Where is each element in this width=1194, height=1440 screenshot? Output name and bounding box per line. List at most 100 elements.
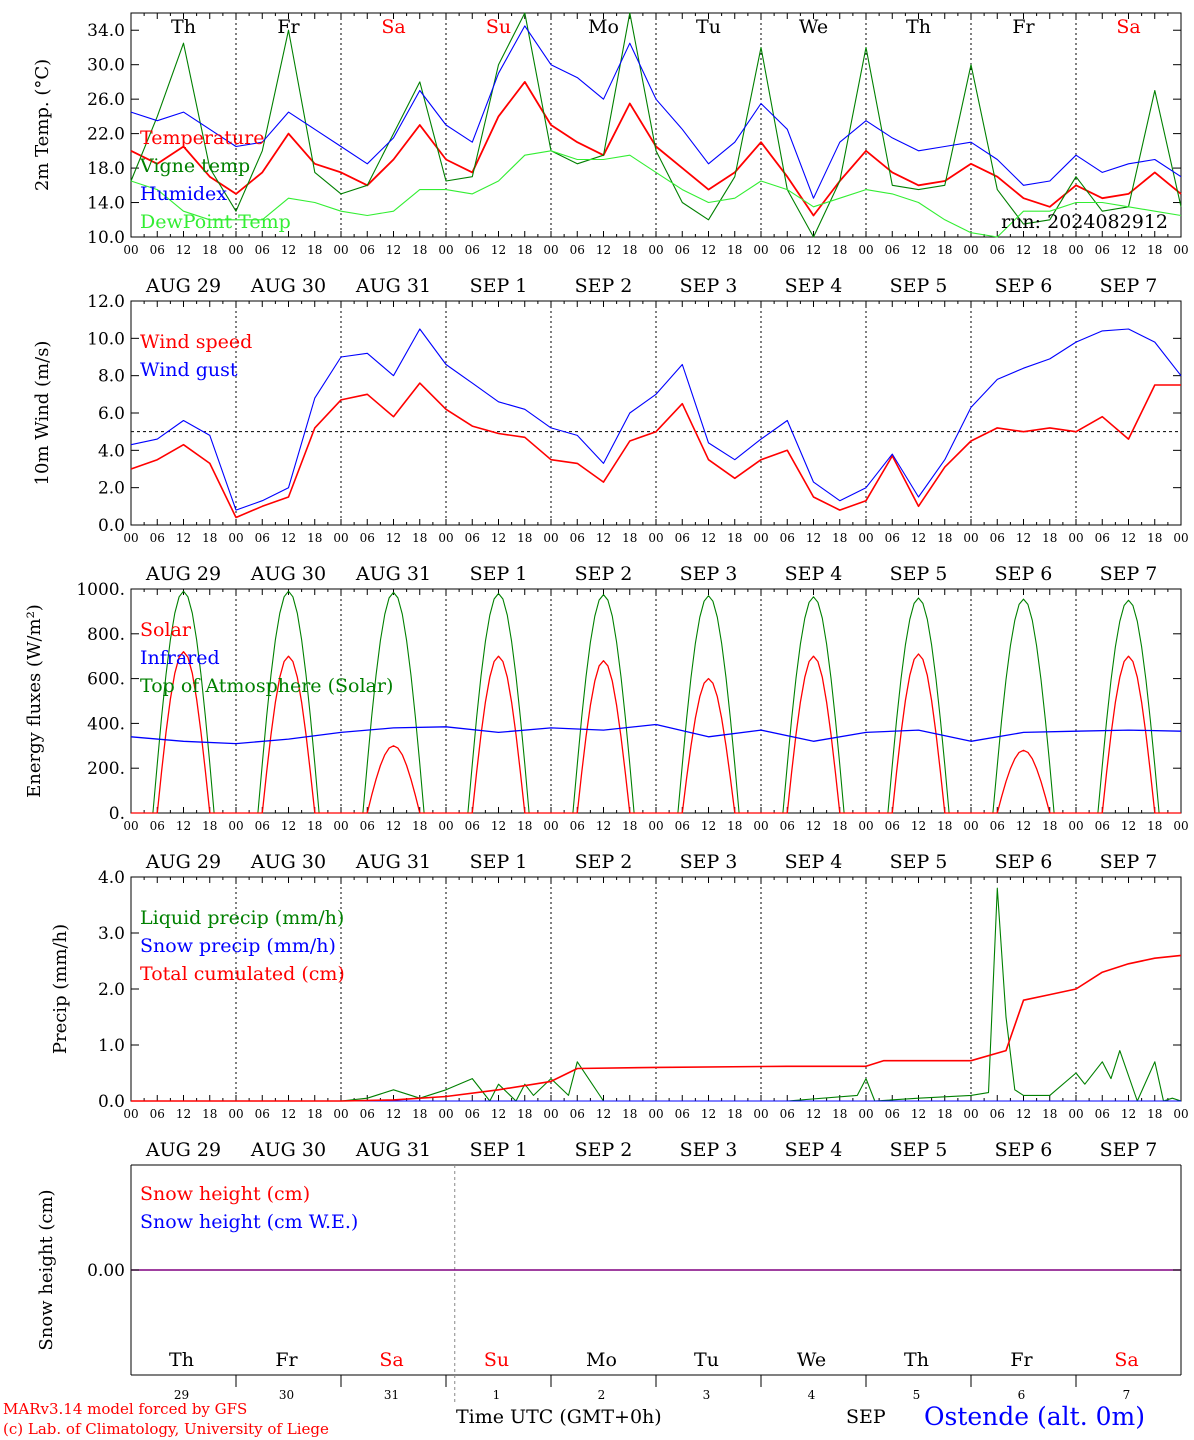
y-axis-label: Precip (mm/h) (50, 924, 71, 1054)
snow-panel: 0.00 Snow height (cm) Snow height (cm) Snow… (36, 1164, 1182, 1405)
day-number-label: 2 (598, 1388, 606, 1402)
hour-tick-label: 18 (727, 1107, 742, 1121)
series-line (130, 12, 1182, 238)
hour-tick-label: 12 (281, 819, 296, 833)
y-tick-label: 2.0 (98, 479, 125, 499)
date-label: AUG 31 (355, 1139, 431, 1161)
date-label: AUG 30 (250, 851, 326, 873)
legend-entry: Humidex (140, 183, 227, 205)
hour-tick-label: 06 (570, 243, 585, 257)
date-label: SEP 2 (575, 563, 633, 585)
series-line (131, 651, 1181, 814)
hour-tick-label: 00 (438, 531, 453, 545)
hour-tick-label: 00 (1173, 1107, 1188, 1121)
date-label: AUG 31 (355, 851, 431, 873)
credit-model: MARv3.14 model forced by GFS (3, 1400, 248, 1418)
hour-tick-label: 12 (701, 531, 716, 545)
hour-tick-label: 00 (228, 531, 243, 545)
hour-tick-label: 06 (675, 1107, 690, 1121)
hour-tick-label: 06 (255, 531, 270, 545)
date-label: SEP 4 (785, 563, 843, 585)
hour-tick-label: 12 (1016, 1107, 1031, 1121)
y-tick-label: 3.0 (98, 924, 125, 944)
hour-tick-label: 00 (543, 243, 558, 257)
y-tick-label: 30.0 (87, 56, 125, 76)
hour-tick-label: 18 (1147, 531, 1162, 545)
date-label: AUG 31 (355, 275, 431, 297)
hour-tick-label: 12 (1121, 243, 1136, 257)
hour-tick-label: 06 (150, 1107, 165, 1121)
hour-tick-label: 12 (281, 531, 296, 545)
hour-tick-label: 18 (937, 531, 952, 545)
hour-tick-label: 06 (360, 531, 375, 545)
hour-tick-label: 18 (307, 819, 322, 833)
date-label: SEP 7 (1100, 563, 1158, 585)
hour-tick-label: 00 (1173, 531, 1188, 545)
hour-tick-label: 18 (517, 243, 532, 257)
y-axis-label: Energy fluxes (W/m²) (24, 604, 45, 798)
hour-tick-label: 00 (858, 819, 873, 833)
hour-tick-label: 06 (675, 819, 690, 833)
hour-tick-label: 12 (911, 243, 926, 257)
hour-tick-label: 12 (176, 243, 191, 257)
hour-tick-label: 00 (543, 819, 558, 833)
hour-tick-label: 18 (1042, 531, 1057, 545)
date-label: SEP 1 (470, 275, 528, 297)
hour-tick-label: 06 (1095, 531, 1110, 545)
hour-tick-label: 00 (963, 1107, 978, 1121)
hour-tick-label: 12 (491, 243, 506, 257)
legend-entry: Liquid precip (mm/h) (140, 907, 344, 929)
weekday-label: Fr (277, 16, 300, 38)
hour-tick-label: 12 (1016, 819, 1031, 833)
hour-tick-label: 12 (1121, 531, 1136, 545)
hour-tick-label: 06 (255, 819, 270, 833)
date-label: SEP 7 (1100, 275, 1158, 297)
hour-tick-label: 00 (858, 531, 873, 545)
hour-tick-label: 12 (176, 531, 191, 545)
hour-tick-label: 18 (727, 243, 742, 257)
hour-tick-label: 12 (911, 1107, 926, 1121)
day-number-label: 4 (808, 1388, 816, 1402)
weekday-label: Fr (275, 1349, 298, 1371)
hour-tick-label: 12 (1016, 531, 1031, 545)
hour-tick-label: 12 (806, 531, 821, 545)
legend-entry: Infrared (140, 647, 220, 669)
date-label: SEP 5 (890, 1139, 948, 1161)
weekday-label: Th (171, 16, 196, 38)
hour-tick-label: 00 (1068, 531, 1083, 545)
hour-tick-label: 00 (123, 531, 138, 545)
legend-entry: Total cumulated (cm) (140, 963, 345, 985)
hour-tick-label: 06 (990, 1107, 1005, 1121)
hour-tick-label: 06 (990, 819, 1005, 833)
hour-tick-label: 18 (412, 1107, 427, 1121)
hour-tick-label: 00 (1173, 819, 1188, 833)
y-tick-label: 200. (87, 759, 125, 779)
date-label: SEP 4 (785, 851, 843, 873)
hour-tick-label: 12 (911, 531, 926, 545)
hour-tick-label: 12 (1121, 819, 1136, 833)
hour-tick-label: 12 (806, 1107, 821, 1121)
legend-entry: DewPoint Temp (140, 211, 291, 233)
hour-tick-label: 12 (1016, 243, 1031, 257)
y-tick-label: 800. (87, 625, 125, 645)
hour-tick-label: 12 (806, 243, 821, 257)
hour-tick-label: 00 (753, 243, 768, 257)
hour-tick-label: 00 (123, 1107, 138, 1121)
legend-entry: Snow precip (mm/h) (140, 935, 336, 957)
date-label: AUG 30 (250, 563, 326, 585)
hour-tick-label: 00 (753, 1107, 768, 1121)
weekday-label: Su (484, 1349, 509, 1371)
date-label: AUG 29 (145, 851, 221, 873)
hour-tick-label: 06 (780, 1107, 795, 1121)
hour-tick-label: 18 (1042, 819, 1057, 833)
y-tick-label: 4.0 (98, 868, 125, 888)
hour-tick-label: 18 (937, 1107, 952, 1121)
date-label: SEP 6 (995, 275, 1053, 297)
hour-tick-label: 18 (832, 531, 847, 545)
series-line (130, 723, 1182, 745)
hour-tick-label: 00 (543, 531, 558, 545)
hour-tick-label: 06 (885, 1107, 900, 1121)
hour-tick-label: 12 (176, 819, 191, 833)
hour-tick-label: 12 (176, 1107, 191, 1121)
date-label: SEP 5 (890, 275, 948, 297)
